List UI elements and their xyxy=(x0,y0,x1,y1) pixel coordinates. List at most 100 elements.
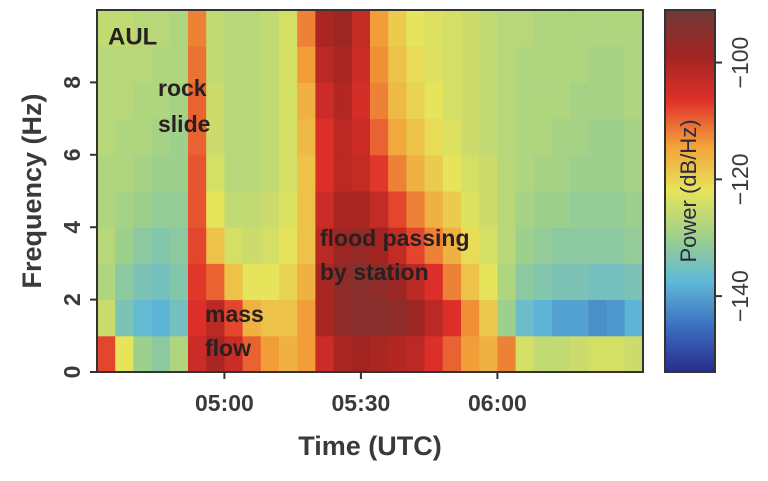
heatmap-cell xyxy=(169,227,189,264)
heatmap-cell xyxy=(260,10,280,47)
heatmap-cell xyxy=(479,154,498,192)
annotation: mass xyxy=(205,301,264,327)
heatmap-cell xyxy=(333,263,353,301)
heatmap-cell xyxy=(479,118,498,156)
heatmap-cell xyxy=(461,263,480,301)
x-tick-label: 05:00 xyxy=(195,390,254,416)
heatmap-cell xyxy=(97,227,116,264)
annotation: flood passing xyxy=(320,225,470,251)
heatmap-cell xyxy=(497,46,517,83)
heatmap-cell xyxy=(533,299,553,337)
heatmap-cell xyxy=(315,154,335,192)
heatmap-cell xyxy=(188,191,207,228)
heatmap-cell xyxy=(606,299,626,337)
heatmap-cell xyxy=(242,10,262,47)
y-tick-label: 2 xyxy=(59,293,85,306)
heatmap-cell xyxy=(169,82,189,120)
heatmap-cell xyxy=(370,10,389,47)
heatmap-cell xyxy=(479,335,498,373)
heatmap-cell xyxy=(242,154,262,192)
heatmap-cell xyxy=(169,335,189,373)
heatmap-cell xyxy=(424,191,444,228)
heatmap-cell xyxy=(442,10,462,47)
heatmap-cell xyxy=(515,46,535,83)
heatmap-cell xyxy=(624,46,644,83)
heatmap-cell xyxy=(115,46,134,83)
heatmap-cell xyxy=(388,299,407,337)
heatmap-cell xyxy=(461,10,480,47)
heatmap-cell xyxy=(206,82,225,120)
heatmap-cell xyxy=(224,263,244,301)
heatmap-cell xyxy=(515,299,535,337)
heatmap-cell xyxy=(333,299,353,337)
heatmap-cell xyxy=(424,154,444,192)
heatmap-cell xyxy=(370,82,389,120)
heatmap-cell xyxy=(588,154,608,192)
heatmap-cell xyxy=(570,46,589,83)
heatmap-cell xyxy=(242,263,262,301)
heatmap-cell xyxy=(461,191,480,228)
heatmap-cell xyxy=(279,299,298,337)
heatmap-cell xyxy=(588,118,608,156)
heatmap-cell xyxy=(224,191,244,228)
heatmap-cell xyxy=(224,118,244,156)
heatmap-cell xyxy=(115,154,134,192)
heatmap-cell xyxy=(351,154,371,192)
heatmap-cell xyxy=(442,335,462,373)
heatmap-cell xyxy=(133,191,153,228)
colorbar-label: Power (dB/Hz) xyxy=(676,119,701,262)
heatmap-cell xyxy=(552,46,571,83)
heatmap-cell xyxy=(461,227,480,264)
heatmap-cell xyxy=(497,82,517,120)
heatmap-cell xyxy=(351,263,371,301)
heatmap-cell xyxy=(133,335,153,373)
heatmap-cell xyxy=(151,299,171,337)
heatmap-cell xyxy=(133,263,153,301)
heatmap-cell xyxy=(533,118,553,156)
heatmap-cell xyxy=(242,335,262,373)
heatmap-cell xyxy=(351,118,371,156)
heatmap-cell xyxy=(461,154,480,192)
heatmap-cell xyxy=(370,118,389,156)
heatmap-cell xyxy=(442,191,462,228)
heatmap-cell xyxy=(606,118,626,156)
heatmap-cell xyxy=(279,154,298,192)
heatmap-cell xyxy=(424,46,444,83)
heatmap-cell xyxy=(97,263,116,301)
heatmap-cell xyxy=(242,191,262,228)
heatmap-cell xyxy=(351,299,371,337)
colorbar-tick-label: −120 xyxy=(727,153,753,205)
heatmap-cell xyxy=(552,263,571,301)
heatmap-cell xyxy=(624,82,644,120)
heatmap-cell xyxy=(151,118,171,156)
heatmap-cell xyxy=(260,118,280,156)
heatmap-cell xyxy=(333,154,353,192)
heatmap-cell xyxy=(370,154,389,192)
heatmap-cell xyxy=(242,118,262,156)
heatmap-cell xyxy=(588,46,608,83)
heatmap-cell xyxy=(315,335,335,373)
heatmap-cell xyxy=(224,46,244,83)
heatmap-cell xyxy=(515,118,535,156)
heatmap-cell xyxy=(588,299,608,337)
heatmap-cell xyxy=(188,46,207,83)
heatmap-cell xyxy=(188,10,207,47)
heatmap-cell xyxy=(97,82,116,120)
annotation: rock xyxy=(158,75,207,101)
annotation: slide xyxy=(158,111,210,137)
heatmap-cell xyxy=(260,154,280,192)
heatmap-cell xyxy=(388,10,407,47)
heatmap-cell xyxy=(497,191,517,228)
heatmap-cell xyxy=(606,263,626,301)
x-tick-label: 06:00 xyxy=(468,390,527,416)
heatmap-cell xyxy=(242,299,262,337)
heatmap-cell xyxy=(115,191,134,228)
heatmap-cell xyxy=(133,299,153,337)
heatmap-cell xyxy=(479,46,498,83)
heatmap-cell xyxy=(570,191,589,228)
heatmap-cell xyxy=(497,227,517,264)
heatmap-cell xyxy=(388,335,407,373)
heatmap-cell xyxy=(169,10,189,47)
heatmap-cell xyxy=(97,335,116,373)
